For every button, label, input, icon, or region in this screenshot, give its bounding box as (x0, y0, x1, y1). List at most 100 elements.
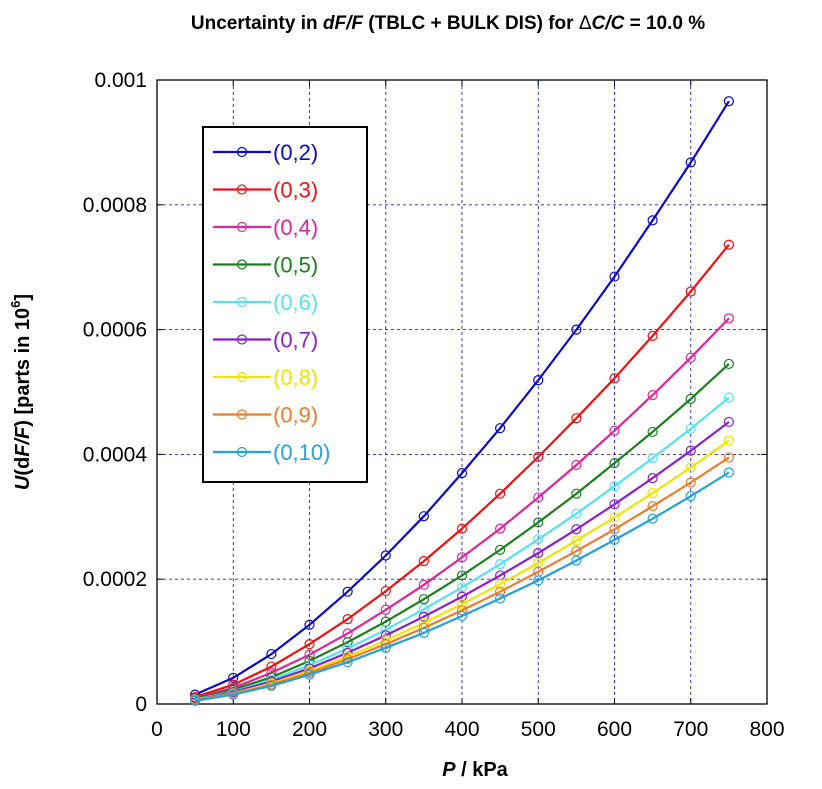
series-line (190, 96, 734, 700)
data-point (380, 616, 391, 627)
data-point (304, 619, 315, 630)
data-point (685, 393, 696, 404)
data-point (647, 487, 658, 499)
data-point (685, 445, 696, 456)
data-point (609, 499, 620, 510)
legend-label: (0,9) (273, 403, 318, 428)
data-point (647, 426, 658, 438)
legend-marker (236, 146, 248, 158)
data-point (304, 669, 315, 680)
data-point (723, 392, 734, 403)
data-point (571, 488, 582, 499)
x-tick-label: 600 (597, 718, 632, 741)
data-point (495, 559, 506, 570)
y-tick-label: 0 (135, 693, 147, 716)
data-point (456, 468, 468, 479)
data-point (456, 523, 468, 534)
data-point (609, 425, 620, 436)
data-point (456, 599, 468, 610)
data-point (571, 535, 582, 546)
series-group (190, 96, 734, 706)
data-point (228, 672, 239, 683)
data-point (495, 593, 506, 604)
data-point (266, 680, 277, 692)
data-point (342, 657, 353, 668)
series-path (194, 396, 730, 701)
data-point (571, 413, 582, 424)
data-point (723, 416, 734, 428)
legend-item: (0,2) (213, 140, 318, 165)
data-point (723, 435, 734, 446)
legend-marker (236, 409, 248, 420)
data-point (266, 661, 277, 672)
data-point (495, 523, 506, 534)
legend-item: (0,10) (213, 440, 330, 465)
data-point (571, 324, 582, 335)
x-tick-label: 0 (151, 718, 163, 741)
x-tick-label: 200 (292, 718, 327, 741)
legend-marker (236, 446, 248, 458)
legend-marker (236, 221, 248, 233)
x-axis: 0 100 200 300 400 500 600 700 800 (151, 80, 785, 741)
data-point (380, 550, 391, 561)
data-point (380, 585, 391, 597)
data-point (456, 570, 468, 581)
data-point (418, 511, 429, 522)
legend-item: (0,5) (213, 253, 318, 278)
data-point (723, 96, 734, 107)
data-point (418, 611, 429, 622)
data-point (418, 556, 429, 567)
data-point (685, 491, 696, 502)
x-tick-label: 800 (749, 718, 784, 741)
x-tick-label: 700 (673, 718, 708, 741)
legend-item: (0,3) (213, 178, 318, 203)
legend-label: (0,2) (273, 140, 318, 165)
series-line (190, 358, 734, 705)
legend-item: (0,9) (213, 403, 318, 428)
series-path (194, 244, 730, 699)
series-path (194, 100, 730, 696)
data-point (418, 594, 429, 605)
data-point (456, 610, 468, 622)
data-point (266, 648, 277, 660)
data-point (647, 501, 658, 512)
x-tick-label: 500 (521, 718, 556, 741)
series-line (190, 467, 734, 706)
y-tick-label: 0.0008 (83, 194, 147, 217)
data-point (609, 458, 620, 469)
legend-marker (236, 296, 248, 308)
data-point (342, 614, 353, 625)
series-path (194, 317, 730, 700)
data-point (342, 653, 353, 665)
data-point (533, 575, 544, 586)
legend-item: (0,6) (213, 290, 318, 315)
legend-label: (0,4) (273, 215, 318, 240)
legend: (0,2) (0,3) (0,4) (0,5) (0,6) (0,7) (0,8) (0,9)… (202, 126, 368, 483)
data-point (380, 642, 391, 653)
legend-box (202, 126, 368, 483)
data-point (609, 524, 620, 535)
legend-label: (0,8) (273, 365, 318, 390)
data-point (571, 555, 582, 566)
data-point (533, 375, 544, 386)
data-point (533, 547, 544, 559)
data-point (609, 481, 620, 492)
chart-title: Uncertainty in dF/F (TBLC + BULK DIS) fo… (191, 13, 705, 34)
data-point (190, 695, 201, 706)
legend-label: (0,3) (273, 178, 318, 203)
x-tick-label: 100 (216, 718, 251, 741)
data-point (495, 423, 506, 434)
y-axis: 0 0.0002 0.0004 0.0006 0.0008 0.001 (83, 69, 767, 716)
series-line (190, 239, 734, 703)
data-point (533, 517, 544, 528)
data-point (571, 459, 582, 471)
data-point (647, 215, 658, 226)
legend-marker (236, 184, 248, 195)
data-point (418, 627, 429, 638)
data-point (571, 524, 582, 535)
data-point (304, 638, 315, 650)
series-path (194, 439, 730, 702)
legend-label: (0,10) (273, 440, 330, 465)
legend-marker (236, 334, 248, 345)
